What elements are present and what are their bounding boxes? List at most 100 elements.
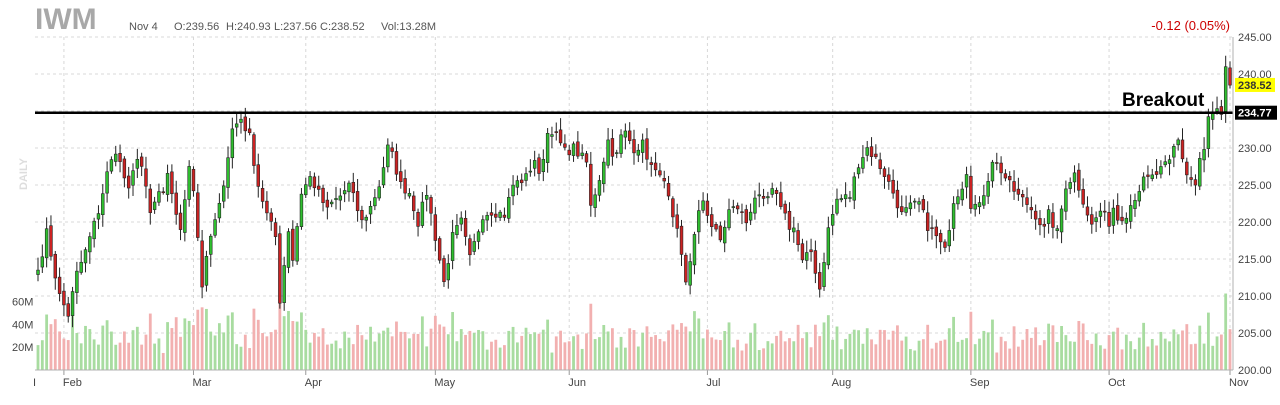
volume-bar <box>891 330 895 370</box>
volume-bar <box>425 346 429 370</box>
volume-bar <box>1029 337 1033 370</box>
volume-bar <box>1181 330 1184 370</box>
candle-up <box>973 203 977 210</box>
candle-down <box>1012 181 1016 192</box>
candle-down <box>969 175 973 209</box>
close-price: C:238.52 <box>320 21 365 33</box>
candle-down <box>463 218 468 237</box>
candle-down <box>278 233 282 304</box>
candle-up <box>114 153 118 162</box>
candle-up <box>619 134 623 154</box>
volume-bar <box>939 340 943 370</box>
volume-bar <box>455 341 459 370</box>
volume-bar <box>330 343 334 370</box>
candle-down <box>705 200 710 216</box>
volume-bar <box>900 340 904 370</box>
volume-bar <box>494 339 498 370</box>
candle-up <box>204 256 209 286</box>
volume-bar <box>1081 323 1085 370</box>
volume-bar <box>714 339 718 370</box>
volume-bar <box>796 324 800 370</box>
candle-down <box>62 290 66 306</box>
y-tick-label: 215.00 <box>1238 254 1272 266</box>
volume-bar <box>360 335 364 370</box>
candle-up <box>1176 139 1180 146</box>
volume-bar <box>1077 320 1081 370</box>
volume-bar <box>1207 312 1210 370</box>
candle-up <box>748 211 753 221</box>
volume-bar <box>641 332 645 370</box>
volume-bar <box>731 347 735 370</box>
volume-bar <box>533 332 537 370</box>
volume-bar <box>1211 345 1215 370</box>
candle-up <box>964 174 969 188</box>
ticker-symbol: IWM <box>35 3 97 36</box>
candle-up <box>982 195 986 206</box>
volume-bar <box>1004 341 1007 370</box>
candle-up <box>830 214 835 226</box>
candle-down <box>196 192 200 238</box>
candle-down <box>584 153 589 163</box>
volume-bar <box>313 332 316 370</box>
candle-down <box>1154 171 1159 175</box>
volume-bar <box>416 333 420 370</box>
candle-up <box>1172 146 1176 158</box>
candle-down <box>761 196 766 199</box>
candle-down <box>1116 205 1120 221</box>
volume-bar <box>1146 346 1150 370</box>
volume-bar <box>982 330 986 370</box>
candle-down <box>502 214 507 218</box>
candle-up <box>1198 158 1202 187</box>
volume-bar <box>550 352 554 370</box>
volume-bar <box>122 331 126 370</box>
volume-bar <box>351 344 355 370</box>
candle-down <box>351 181 355 194</box>
volume-bar <box>1051 325 1055 370</box>
volume-bar <box>546 319 550 370</box>
candle-down <box>442 258 446 283</box>
candle-down <box>887 174 891 182</box>
candle-up <box>753 197 757 214</box>
candle-up <box>472 241 476 252</box>
volume-bar <box>205 308 208 370</box>
candle-up <box>839 198 844 201</box>
candle-down <box>1025 197 1029 205</box>
volume-bar <box>347 337 351 370</box>
volume-bar <box>822 322 826 370</box>
volume-bar <box>870 339 873 370</box>
candle-down <box>645 138 649 160</box>
candle-down <box>291 228 295 261</box>
volume-bar <box>395 321 398 370</box>
volume-tick-label: 60M <box>12 296 33 308</box>
volume-bar <box>718 340 722 370</box>
candle-down <box>1003 173 1008 179</box>
volume-bar <box>135 326 139 370</box>
candle-up <box>386 144 390 168</box>
candle-down <box>1029 207 1034 211</box>
candle-up <box>917 201 921 205</box>
candle-up <box>157 191 161 203</box>
volume-bar <box>1215 336 1219 370</box>
candle-down <box>360 209 364 221</box>
volume-bar <box>943 339 947 370</box>
candle-down <box>662 178 666 182</box>
candle-down <box>938 233 943 243</box>
candle-down <box>416 212 420 227</box>
x-tick-label: Jun <box>568 377 586 389</box>
candle-up <box>623 130 628 138</box>
volume-bar <box>788 338 791 370</box>
volume-bar <box>826 315 830 370</box>
volume-bar <box>965 338 968 370</box>
candle-down <box>139 156 144 167</box>
volume-bar <box>451 312 455 370</box>
volume-bar <box>537 333 541 370</box>
candle-up <box>88 236 92 253</box>
candle-up <box>770 188 774 195</box>
candle-up <box>990 161 995 182</box>
volume-bar <box>960 339 964 370</box>
volume-bar <box>572 336 575 370</box>
y-tick-label: 225.00 <box>1238 180 1272 192</box>
candle-up <box>152 201 157 210</box>
candle-down <box>1051 212 1055 228</box>
